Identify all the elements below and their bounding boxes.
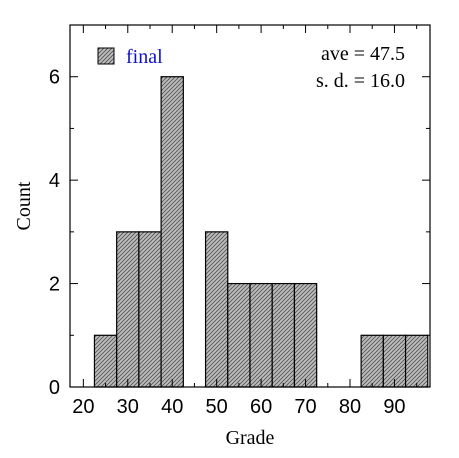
bar-57.5-count-2 (249, 282, 273, 388)
legend: final (97, 46, 163, 68)
x-tick-label-80: 80 (339, 396, 361, 418)
bars-layer (93, 76, 429, 388)
bar-52.5-count-2 (227, 282, 251, 388)
sd-annotation: s. d. = 16.0 (316, 70, 405, 92)
x-axis-label: Grade (226, 427, 275, 449)
bar-22.5-count-1 (93, 334, 118, 388)
x-tick-label-70: 70 (294, 396, 316, 418)
legend-swatch-final (97, 47, 115, 65)
bar-92.5-count-1 (404, 334, 429, 388)
mean-annotation: ave = 47.5 (321, 43, 405, 65)
bar-27.5-count-3 (116, 231, 140, 388)
bar-62.5-count-2 (271, 282, 296, 388)
plot-frame (69, 24, 431, 388)
y-tick-label-4: 4 (49, 170, 60, 192)
bar-82.5-count-1 (360, 334, 384, 388)
ticks-layer: 20 30 40 50 60 70 80 90 0 2 4 6 (49, 24, 430, 418)
bar-32.5-count-3 (138, 231, 162, 388)
x-tick-label-40: 40 (161, 396, 183, 418)
y-tick-label-6: 6 (49, 67, 60, 89)
y-tick-label-2: 2 (49, 274, 60, 296)
x-tick-label-50: 50 (206, 396, 228, 418)
x-tick-label-30: 30 (117, 396, 139, 418)
x-tick-label-60: 60 (250, 396, 272, 418)
y-axis-label: Count (13, 181, 35, 230)
x-tick-label-90: 90 (383, 396, 405, 418)
bar-37.5-count-6 (160, 76, 184, 388)
bar-47.5-count-3 (204, 231, 229, 388)
x-tick-label-20: 20 (72, 396, 94, 418)
y-tick-label-0: 0 (49, 377, 60, 399)
legend-label-final: final (126, 46, 163, 68)
bar-67.5-count-2 (293, 282, 318, 388)
